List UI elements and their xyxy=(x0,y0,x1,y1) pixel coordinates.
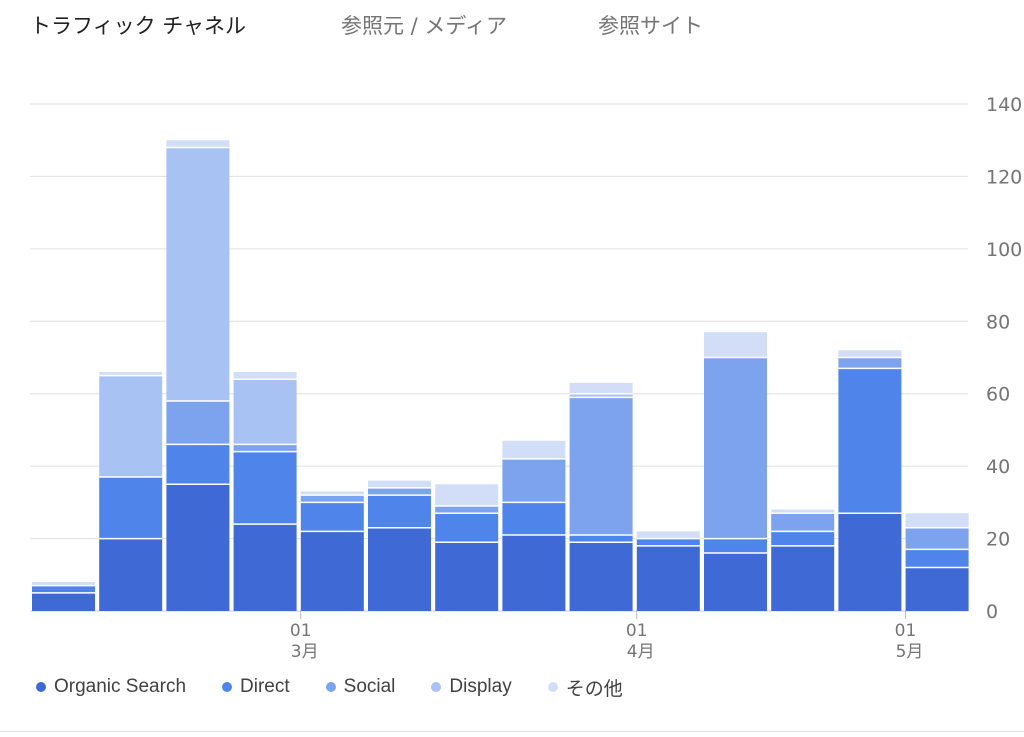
legend-label: Organic Search xyxy=(54,676,187,697)
bar-segment xyxy=(300,491,364,496)
bar-segment xyxy=(569,397,633,535)
bar-segment xyxy=(368,480,431,488)
legend-item-direct[interactable]: Direct xyxy=(222,674,290,700)
bar-segment xyxy=(905,527,969,550)
chart-bars xyxy=(32,140,969,611)
bar-segment xyxy=(771,513,835,532)
bar-segment xyxy=(368,487,431,496)
bar-segment xyxy=(99,538,163,611)
bar-segment xyxy=(368,527,431,611)
legend-item-social[interactable]: Social xyxy=(325,674,396,700)
bar-segment xyxy=(636,531,700,539)
y-tick-label: 80 xyxy=(986,311,1010,333)
legend-label: その他 xyxy=(565,678,623,700)
legend-item-organic-search[interactable]: Organic Search xyxy=(36,674,186,700)
bar-segment xyxy=(502,502,566,535)
bar-segment xyxy=(636,538,700,546)
x-tick-month: 5月 xyxy=(896,642,924,662)
bar-segment xyxy=(368,495,431,528)
y-tick-label: 0 xyxy=(986,601,998,623)
bar-segment xyxy=(166,140,230,148)
legend-label: Direct xyxy=(240,676,290,697)
bar-segment xyxy=(569,382,633,394)
bar-segment xyxy=(233,444,297,452)
bar-segment xyxy=(704,538,767,554)
bar-segment xyxy=(166,147,230,401)
y-tick-label: 20 xyxy=(986,529,1010,551)
legend-dot xyxy=(36,682,46,692)
bar-segment xyxy=(569,393,633,398)
bar-segment xyxy=(166,444,230,485)
bar-segment xyxy=(838,357,902,369)
bar-segment xyxy=(32,585,95,593)
bar-segment xyxy=(99,371,163,376)
y-tick-label: 120 xyxy=(986,166,1022,188)
bar-segment xyxy=(771,531,835,546)
legend-item-other[interactable]: その他 xyxy=(547,674,623,700)
y-tick-label: 100 xyxy=(986,239,1022,261)
legend-dot xyxy=(222,682,233,692)
y-tick-label: 140 xyxy=(986,94,1022,116)
bar-segment xyxy=(838,350,902,358)
bar-segment xyxy=(435,542,499,611)
bar-segment xyxy=(502,458,566,503)
tab-traffic-channel[interactable]: トラフィック チャネル xyxy=(30,14,247,38)
chart-legend: Organic Search Direct Social Display その他 xyxy=(36,674,659,700)
y-axis-ticks: 140 120 100 80 60 40 20 0 xyxy=(986,94,1022,623)
bar-segment xyxy=(502,440,566,459)
x-tick-day: 01 xyxy=(290,621,312,641)
y-tick-label: 60 xyxy=(986,384,1010,406)
legend-dot xyxy=(547,682,558,692)
bar-segment xyxy=(905,513,969,528)
bar-segment xyxy=(435,505,499,514)
bar-segment xyxy=(233,379,297,445)
bottom-divider xyxy=(0,731,1024,732)
bar-segment xyxy=(704,357,767,539)
bar-segment xyxy=(435,513,499,543)
bar-segment xyxy=(569,542,633,611)
channel-tabs: トラフィック チャネル 参照元 / メディア 参照サイト xyxy=(0,0,1024,56)
bar-segment xyxy=(435,484,499,506)
bar-segment xyxy=(905,549,969,568)
bar-segment xyxy=(838,513,902,611)
bar-segment xyxy=(300,495,364,503)
bar-segment xyxy=(166,484,230,611)
bar-segment xyxy=(636,545,700,611)
x-tick-month: 3月 xyxy=(291,642,319,662)
bar-segment xyxy=(771,509,835,514)
bar-segment xyxy=(704,553,767,611)
bar-segment xyxy=(905,567,969,611)
tab-source-medium[interactable]: 参照元 / メディア xyxy=(341,14,507,38)
legend-label: Social xyxy=(343,676,396,697)
bar-segment xyxy=(99,375,163,478)
bar-segment xyxy=(99,477,163,539)
legend-label: Display xyxy=(449,676,512,697)
bar-segment xyxy=(233,524,297,611)
bar-segment xyxy=(233,371,297,380)
bar-segment xyxy=(838,368,902,514)
x-tick-month: 4月 xyxy=(627,642,655,662)
bar-segment xyxy=(32,592,95,611)
tab-referrals[interactable]: 参照サイト xyxy=(598,14,703,38)
bar-segment xyxy=(704,332,767,358)
legend-dot xyxy=(325,682,336,692)
bar-segment xyxy=(300,502,364,532)
x-tick-day: 01 xyxy=(626,621,648,641)
bar-segment xyxy=(233,451,297,525)
bar-segment xyxy=(166,400,230,445)
legend-dot xyxy=(431,682,442,692)
bar-segment xyxy=(32,582,95,586)
legend-item-display[interactable]: Display xyxy=(431,674,512,700)
y-tick-label: 40 xyxy=(986,456,1010,478)
x-tick-day: 01 xyxy=(895,621,917,641)
bar-segment xyxy=(771,545,835,611)
bar-segment xyxy=(502,534,566,611)
bar-segment xyxy=(300,531,364,611)
bar-segment xyxy=(569,534,633,543)
